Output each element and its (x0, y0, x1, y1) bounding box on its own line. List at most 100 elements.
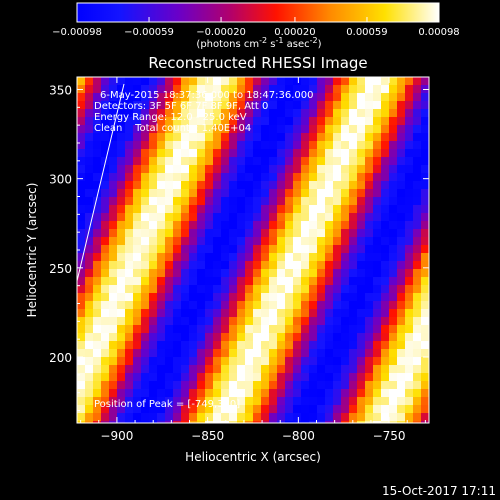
heatmap-cell (301, 77, 310, 86)
heatmap-cell (117, 101, 126, 110)
heatmap-cell (253, 125, 262, 134)
heatmap-cell (325, 301, 334, 310)
heatmap-cell (85, 277, 94, 286)
heatmap-cell (405, 325, 414, 334)
heatmap-cell (157, 109, 166, 118)
heatmap-cell (397, 117, 406, 126)
heatmap-cell (133, 269, 142, 278)
heatmap-cell (269, 269, 278, 278)
heatmap-cell (365, 125, 374, 134)
heatmap-cell (277, 117, 286, 126)
heatmap-cell (277, 173, 286, 182)
heatmap-cell (405, 181, 414, 190)
heatmap-cell (173, 221, 182, 230)
heatmap-cell (141, 333, 150, 342)
heatmap-cell (293, 365, 302, 374)
heatmap-cell (301, 421, 310, 423)
heatmap-cell (317, 397, 326, 406)
heatmap-cell (285, 197, 294, 206)
heatmap-cell (333, 269, 342, 278)
heatmap-cell (101, 101, 110, 110)
heatmap-cell (197, 317, 206, 326)
heatmap-cell (173, 205, 182, 214)
heatmap-cell (413, 205, 422, 214)
heatmap-cell (165, 381, 174, 390)
heatmap-cell (413, 293, 422, 302)
heatmap-cell (269, 333, 278, 342)
heatmap-cell (189, 221, 198, 230)
heatmap-cell (149, 309, 158, 318)
annotation-energy: Energy Range: 12.0 - 25.0 keV (94, 112, 247, 123)
heatmap-cell (85, 237, 94, 246)
heatmap-cell (189, 405, 198, 414)
heatmap-cell (365, 165, 374, 174)
heatmap-cell (237, 165, 246, 174)
heatmap-cell (261, 85, 270, 94)
heatmap-cell (229, 181, 238, 190)
heatmap-cell (221, 141, 230, 150)
heatmap-cell (261, 309, 270, 318)
heatmap-cell (413, 221, 422, 230)
heatmap-cell (421, 301, 429, 310)
heatmap-cell (261, 157, 270, 166)
heatmap-cell (245, 389, 254, 398)
heatmap-cell (405, 93, 414, 102)
heatmap-cell (317, 101, 326, 110)
colorbar-tick-label: 0.00098 (418, 27, 459, 38)
heatmap-cell (381, 221, 390, 230)
heatmap-cell (197, 373, 206, 382)
heatmap-cell (301, 349, 310, 358)
heatmap-cell (93, 325, 102, 334)
heatmap-cell (285, 213, 294, 222)
heatmap-cell (189, 93, 198, 102)
heatmap-cell (357, 301, 366, 310)
heatmap-cell (125, 229, 134, 238)
heatmap-cell (141, 125, 150, 134)
heatmap-cell (213, 293, 222, 302)
heatmap-cell (85, 149, 94, 158)
heatmap-cell (277, 349, 286, 358)
heatmap-cell (221, 181, 230, 190)
heatmap-cell (221, 189, 230, 198)
heatmap-cell (157, 309, 166, 318)
heatmap-cell (381, 325, 390, 334)
heatmap-cell (325, 341, 334, 350)
heatmap-cell (77, 293, 86, 302)
heatmap-cell (165, 229, 174, 238)
heatmap-cell (277, 205, 286, 214)
heatmap-cell (389, 333, 398, 342)
heatmap-cell (373, 213, 382, 222)
heatmap-cell (285, 293, 294, 302)
heatmap-cell (117, 221, 126, 230)
heatmap-cell (405, 261, 414, 270)
heatmap-cell (373, 85, 382, 94)
heatmap-cell (381, 373, 390, 382)
heatmap-cell (277, 373, 286, 382)
heatmap-cell (157, 221, 166, 230)
heatmap-cell (349, 389, 358, 398)
heatmap-cell (93, 157, 102, 166)
heatmap-cell (245, 173, 254, 182)
heatmap-cell (253, 349, 262, 358)
heatmap-cell (253, 365, 262, 374)
heatmap-cell (349, 293, 358, 302)
heatmap-cell (149, 277, 158, 286)
heatmap-cell (189, 293, 198, 302)
heatmap-cell (373, 149, 382, 158)
heatmap-cell (309, 381, 318, 390)
heatmap-cell (93, 389, 102, 398)
heatmap-cell (365, 341, 374, 350)
heatmap-cell (357, 269, 366, 278)
heatmap-cell (349, 357, 358, 366)
heatmap-cell (205, 109, 214, 118)
heatmap-cell (253, 237, 262, 246)
heatmap-cell (333, 373, 342, 382)
heatmap-cell (237, 205, 246, 214)
heatmap-cell (189, 317, 198, 326)
heatmap-cell (229, 397, 238, 406)
heatmap-cell (373, 197, 382, 206)
heatmap-cell (77, 189, 86, 198)
heatmap-cell (349, 277, 358, 286)
heatmap-cell (157, 149, 166, 158)
heatmap-cell (373, 325, 382, 334)
